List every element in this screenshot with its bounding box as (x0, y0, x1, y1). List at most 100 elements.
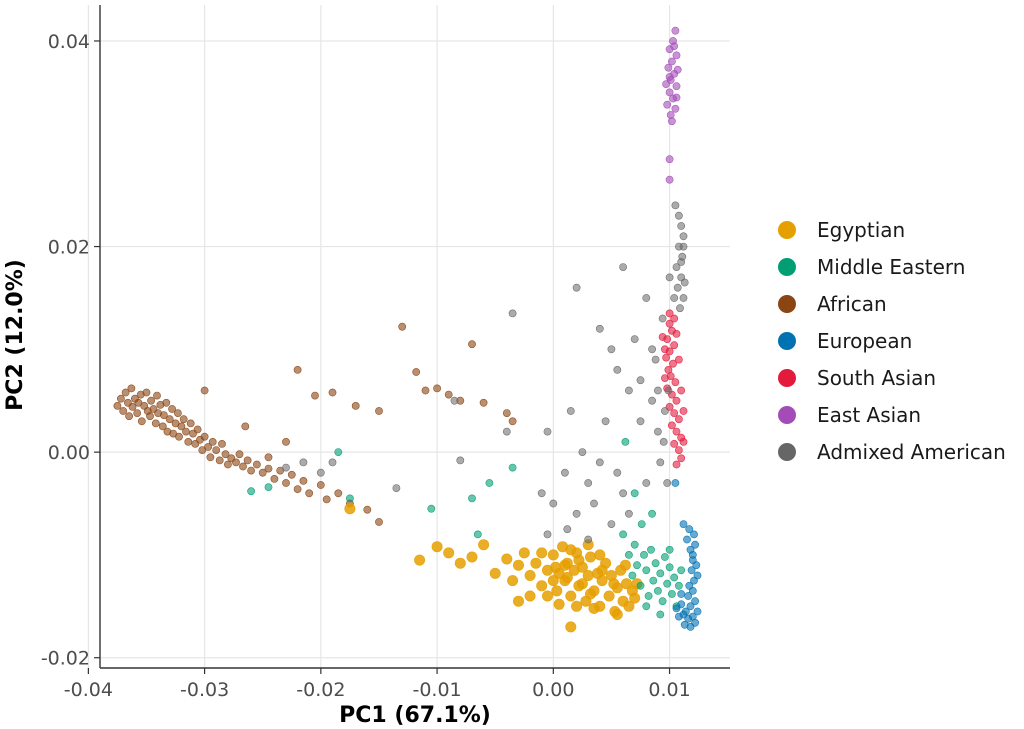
point-south-asian (665, 319, 674, 328)
point-african (208, 437, 217, 446)
point-admixed-american (676, 304, 684, 313)
point-egyptian (466, 551, 478, 563)
point-south-asian (677, 386, 686, 395)
point-african (117, 394, 125, 403)
legend-swatch (778, 221, 796, 239)
point-admixed-american (648, 345, 656, 354)
point-east-asian (665, 73, 674, 81)
point-african (311, 391, 319, 400)
legend-item-african: African (778, 292, 887, 316)
point-european (679, 520, 688, 528)
point-african (173, 409, 182, 417)
point-middle-eastern (625, 551, 633, 559)
point-admixed-american (502, 427, 511, 436)
point-east-asian (673, 65, 682, 74)
point-admixed-american (675, 211, 683, 220)
point-middle-eastern (264, 483, 273, 491)
point-african (165, 415, 174, 424)
point-european (671, 479, 680, 487)
point-african (125, 412, 134, 421)
point-east-asian (671, 26, 680, 35)
point-european (677, 590, 686, 598)
point-european (693, 571, 702, 580)
point-egyptian (573, 554, 585, 566)
point-admixed-american (561, 468, 569, 477)
point-european (688, 551, 697, 559)
point-middle-eastern (642, 566, 651, 575)
point-african (334, 489, 343, 498)
legend-swatch (778, 258, 796, 276)
point-african (322, 495, 331, 504)
x-tick-label: -0.01 (412, 679, 461, 701)
point-admixed-american (679, 232, 688, 241)
point-admixed-american (316, 468, 325, 477)
point-middle-eastern (675, 581, 683, 590)
point-south-asian (668, 421, 676, 430)
point-admixed-american (563, 525, 572, 534)
legend-swatch (778, 369, 796, 387)
point-admixed-american (651, 355, 660, 364)
point-african (363, 505, 372, 514)
point-african (153, 391, 161, 400)
point-admixed-american (613, 365, 622, 374)
point-european (691, 597, 699, 606)
x-tick-label: -0.04 (64, 679, 113, 701)
point-egyptian (547, 575, 559, 587)
point-admixed-american (584, 479, 593, 487)
point-african (258, 468, 267, 477)
point-african (270, 474, 279, 483)
point-egyptian (561, 571, 573, 583)
point-egyptian (443, 547, 455, 559)
point-egyptian (524, 590, 536, 602)
point-egyptian (524, 569, 536, 581)
point-african (162, 398, 171, 407)
point-admixed-american (680, 278, 689, 287)
point-south-asian (670, 439, 679, 448)
point-south-asian (672, 396, 681, 405)
point-european (693, 607, 702, 616)
x-tick-label: 0.00 (532, 679, 574, 701)
point-south-asian (670, 314, 679, 323)
point-egyptian (536, 547, 548, 559)
point-egyptian (551, 585, 563, 597)
point-african (468, 340, 476, 349)
point-egyptian (584, 551, 596, 563)
point-east-asian (672, 93, 681, 102)
y-tick-label: 0.00 (48, 442, 90, 464)
legend-item-egyptian: Egyptian (778, 218, 905, 242)
point-european (691, 618, 699, 627)
point-african (168, 405, 176, 413)
point-east-asian (668, 117, 676, 126)
legend-label: African (817, 292, 887, 316)
point-admixed-american (648, 396, 656, 405)
legend-label: Middle Eastern (817, 255, 965, 279)
point-egyptian (559, 559, 571, 571)
point-admixed-american (654, 427, 662, 436)
point-middle-eastern (334, 448, 343, 456)
point-egyptian (629, 592, 641, 604)
point-admixed-american (663, 479, 672, 487)
legend-item-middle-eastern: Middle Eastern (778, 255, 965, 279)
x-tick-label: 0.01 (648, 679, 690, 701)
point-east-asian (664, 63, 673, 72)
point-african (421, 386, 430, 395)
point-middle-eastern (677, 566, 686, 575)
point-african (375, 407, 383, 415)
point-african (316, 481, 325, 489)
point-admixed-american (658, 314, 667, 323)
legend-label: European (817, 329, 912, 353)
point-middle-eastern (636, 581, 645, 590)
point-middle-eastern (651, 559, 660, 568)
point-african (212, 446, 221, 454)
point-admixed-american (619, 489, 627, 498)
point-egyptian (553, 598, 565, 610)
point-middle-eastern (670, 573, 679, 582)
point-egyptian (619, 559, 631, 571)
point-middle-eastern (468, 494, 476, 503)
point-admixed-american (679, 294, 688, 302)
point-middle-eastern (621, 437, 630, 446)
point-african (293, 485, 302, 493)
point-european (686, 602, 695, 611)
point-south-asian (665, 309, 674, 318)
point-admixed-american (679, 242, 688, 251)
